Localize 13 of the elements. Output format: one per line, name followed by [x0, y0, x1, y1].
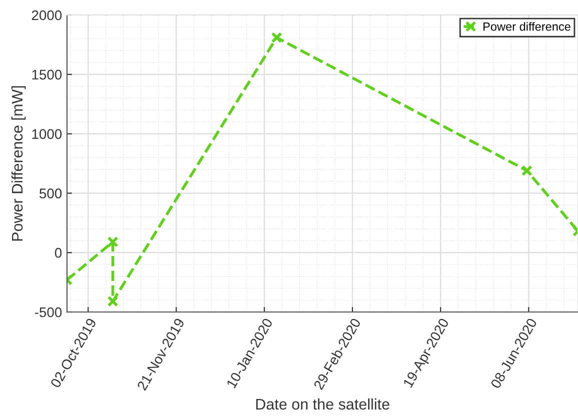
y-axis-title: Power Difference [mW] [11, 86, 26, 241]
point [521, 165, 532, 176]
point [271, 32, 282, 44]
y-tick-label: 2000 [32, 10, 62, 20]
y-tick-label: 1000 [32, 129, 62, 139]
point [107, 236, 118, 248]
y-tick-label: 0 [54, 248, 62, 258]
legend-label: Power difference [484, 22, 570, 31]
y-tick-label: 1500 [32, 70, 62, 80]
point [107, 296, 118, 307]
x-axis-title: Date on the satellite [256, 398, 390, 410]
y-tick-label: -500 [34, 307, 62, 318]
y-tick-label: 500 [40, 188, 62, 198]
